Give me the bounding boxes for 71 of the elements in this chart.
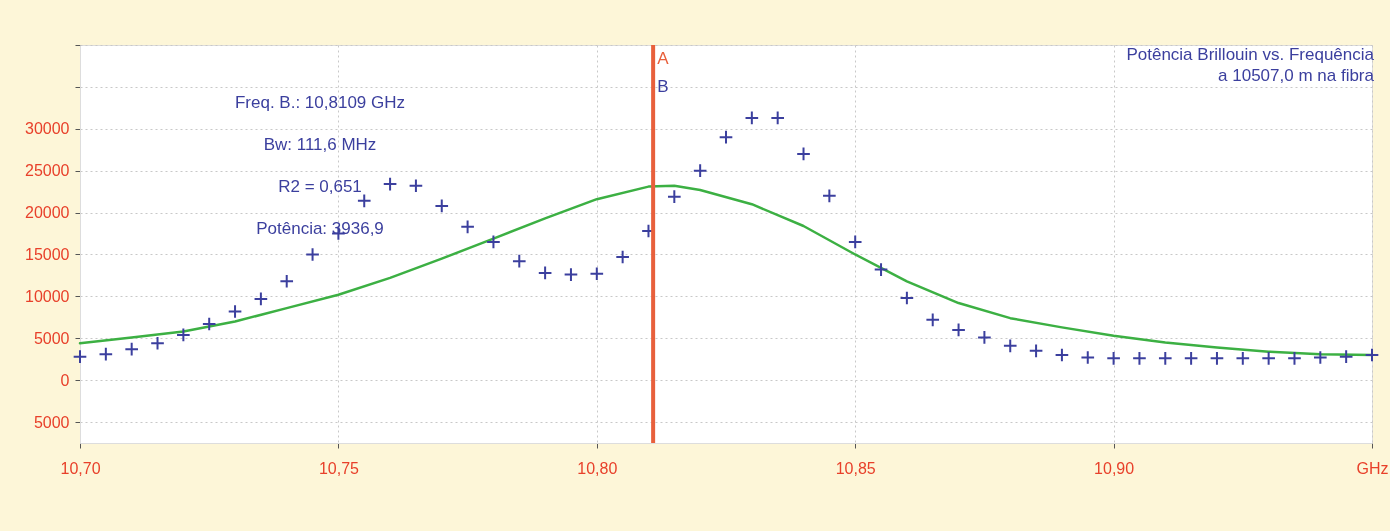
point xyxy=(305,247,320,262)
annotation: Potência: 3936,9 xyxy=(256,219,384,238)
point xyxy=(977,330,992,345)
y-tick-label: 30000 xyxy=(25,120,70,138)
point xyxy=(356,193,372,209)
x-tick-label: GHz xyxy=(1356,459,1389,477)
x-tick-label: 10,80 xyxy=(577,459,618,477)
point xyxy=(899,290,915,306)
point xyxy=(1132,351,1147,366)
point xyxy=(98,346,114,362)
point xyxy=(408,178,424,194)
point xyxy=(1364,347,1380,363)
point xyxy=(511,253,527,269)
point xyxy=(589,266,605,282)
point xyxy=(253,291,269,307)
y-tick-label: 10000 xyxy=(25,287,70,305)
point xyxy=(1183,351,1199,366)
point xyxy=(1106,351,1121,366)
point xyxy=(150,335,165,351)
point xyxy=(460,219,475,235)
point xyxy=(434,198,450,214)
point xyxy=(925,312,941,328)
point xyxy=(847,234,863,250)
y-tick-label: 0 xyxy=(60,371,70,389)
x-tick-label: 10,75 xyxy=(318,459,360,477)
point xyxy=(201,316,217,332)
y-tick-label: 5000 xyxy=(33,329,70,347)
annotation: Freq. B.: 10,8109 GHz xyxy=(234,93,406,112)
point xyxy=(72,349,88,365)
point xyxy=(1002,338,1018,354)
point xyxy=(615,249,630,265)
point xyxy=(1157,351,1173,366)
ref-line-label: A xyxy=(657,49,670,68)
point xyxy=(1028,343,1044,359)
x-tick-label: 10,85 xyxy=(835,459,876,477)
point xyxy=(796,146,811,162)
y-tick-label: 5000 xyxy=(33,413,70,431)
point xyxy=(692,163,708,179)
annotation: Bw: 111,6 MHz xyxy=(263,135,377,154)
point xyxy=(1261,351,1276,366)
point xyxy=(951,322,966,338)
point xyxy=(1209,351,1225,366)
x-tick-label: 10,90 xyxy=(1094,459,1135,477)
y-tick-label: 25000 xyxy=(25,162,70,180)
y-tick-label: 15000 xyxy=(25,245,70,263)
point xyxy=(124,341,140,357)
point xyxy=(1235,351,1251,366)
point xyxy=(537,265,553,281)
point xyxy=(563,267,579,282)
point xyxy=(718,129,734,145)
point xyxy=(1287,351,1302,366)
y-tick-label: 20000 xyxy=(25,204,70,222)
point xyxy=(486,234,501,250)
point xyxy=(1080,350,1096,365)
point xyxy=(279,273,295,289)
text: a 10507,0 m na fibra xyxy=(1218,66,1375,85)
point xyxy=(1054,347,1070,363)
point xyxy=(667,189,682,204)
point xyxy=(176,327,191,343)
point xyxy=(822,188,837,204)
point xyxy=(744,110,760,126)
annotation: R2 = 0,651 xyxy=(278,177,362,196)
point xyxy=(382,176,398,192)
point xyxy=(873,262,889,277)
point xyxy=(770,110,785,126)
point xyxy=(1338,349,1354,365)
point xyxy=(1312,350,1328,365)
chart-title: Potência Brillouin vs. Frequência xyxy=(1126,45,1375,64)
annotation: B xyxy=(657,76,669,96)
point xyxy=(227,304,243,319)
x-tick-label: 10,70 xyxy=(60,459,101,477)
